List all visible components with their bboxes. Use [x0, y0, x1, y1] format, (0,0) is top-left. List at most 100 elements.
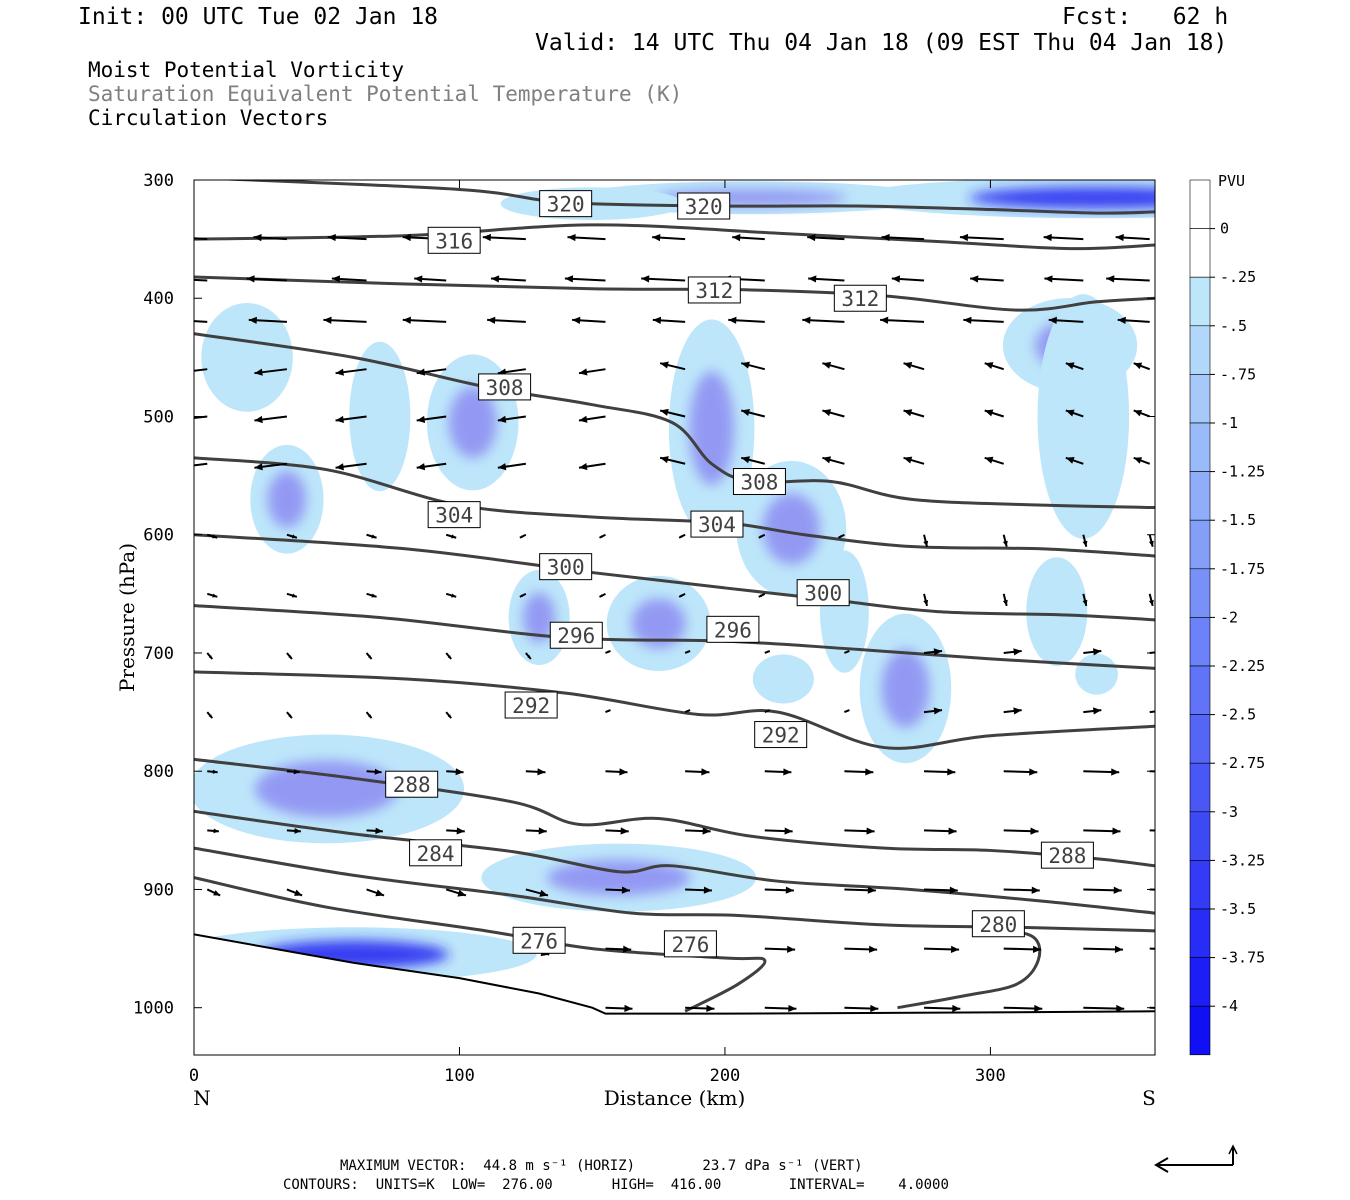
vector-head	[1065, 456, 1075, 464]
vector-head	[416, 463, 426, 471]
contour-label: 280	[979, 913, 1017, 937]
vector-head	[248, 316, 257, 324]
vector-head	[950, 945, 960, 953]
contour-316	[194, 223, 1155, 251]
vector-head	[758, 535, 763, 538]
init-time: Init: 00 UTC Tue 02 Jan 18	[78, 4, 439, 30]
vector-head	[208, 714, 213, 719]
vector-head	[212, 534, 218, 539]
field-title-thetae: Saturation Equivalent Potential Temperat…	[88, 82, 683, 106]
colorbar-swatch	[1189, 276, 1211, 327]
vector-head	[822, 409, 832, 417]
vector-head	[865, 768, 874, 776]
colorbar-label: -3	[1220, 803, 1238, 821]
vector-head	[537, 768, 546, 776]
contour-label: 296	[557, 624, 595, 648]
vector-head	[846, 709, 850, 713]
vector-head	[1106, 275, 1115, 283]
vector-head	[903, 456, 913, 464]
vector-head	[567, 233, 576, 242]
vector-head	[1116, 1004, 1125, 1013]
vector-arrow	[194, 462, 208, 467]
vector-head	[1092, 707, 1102, 715]
vector-head	[870, 1004, 879, 1013]
vector-head	[1159, 707, 1167, 714]
contour-280	[897, 925, 1042, 1010]
vector-head	[808, 275, 817, 283]
colorbar-label: -2.5	[1220, 706, 1256, 724]
colorbar-swatch	[1189, 860, 1211, 910]
vector-head	[213, 890, 221, 896]
colorbar-label: -1	[1220, 414, 1238, 432]
vector-head	[741, 361, 750, 369]
vector-head	[785, 886, 794, 894]
colorbar-swatch	[1189, 228, 1211, 278]
contour-308	[194, 332, 1155, 510]
vector-head	[822, 456, 832, 464]
vector-arrow	[1149, 829, 1155, 832]
vector-head	[741, 456, 750, 464]
vector-head	[970, 275, 979, 283]
contour-label: 312	[695, 279, 733, 303]
vector-head	[538, 827, 547, 835]
vector-head	[1030, 827, 1039, 835]
vector-head	[948, 827, 957, 835]
colorbar-label: -3.25	[1220, 851, 1265, 869]
field-title-vectors: Circulation Vectors	[88, 106, 329, 130]
contour-label: 276	[671, 933, 709, 957]
vector-head	[984, 456, 994, 464]
vector-head	[949, 886, 958, 894]
contour-label: 292	[512, 694, 550, 718]
vector-head	[783, 768, 792, 776]
vector-head	[375, 889, 385, 897]
contour-label: 304	[698, 513, 736, 537]
contour-label-box	[512, 926, 566, 954]
vector-head	[838, 535, 842, 538]
vector-head	[1092, 648, 1102, 656]
contour-320	[214, 180, 1155, 215]
colorbar-swatch	[1189, 714, 1211, 764]
contour-label-box	[687, 276, 741, 304]
vector-head	[497, 463, 507, 471]
vector-head	[331, 275, 341, 283]
vector-head	[787, 945, 796, 953]
contour-label: 304	[435, 504, 473, 528]
colorbar-swatch	[1189, 325, 1211, 375]
vector-head	[288, 655, 292, 659]
contour-label-box	[504, 691, 558, 719]
vector-head	[1002, 599, 1008, 606]
colorbar-swatch	[1189, 762, 1211, 813]
vector-head	[620, 827, 629, 835]
colorbar-swatch	[1189, 374, 1211, 424]
vector-head	[212, 593, 218, 598]
reference-vector-icon	[1154, 1144, 1238, 1173]
vector-head	[1013, 707, 1022, 715]
x-axis-label: Distance (km)	[604, 1086, 746, 1110]
vector-head	[254, 415, 263, 424]
vector-head	[1148, 540, 1154, 547]
vector-head	[1013, 648, 1022, 656]
vector-arrow	[194, 320, 208, 323]
vector-head	[599, 594, 603, 597]
vector-head	[291, 534, 297, 539]
vector-head	[416, 368, 426, 376]
vector-head	[641, 275, 650, 283]
vector-head	[868, 945, 878, 953]
vector-arrow	[1149, 1006, 1155, 1009]
vector-head	[578, 415, 588, 423]
contour-label-box	[754, 721, 808, 749]
colorbar-label: -1.5	[1220, 511, 1256, 529]
colorbar-swatch	[1189, 908, 1211, 958]
vector-head	[607, 709, 611, 713]
vector-arrow	[1149, 710, 1155, 714]
plot-frame	[193, 179, 1156, 1056]
contour-label-box	[796, 579, 850, 607]
vector-head	[1082, 540, 1088, 547]
vector-head	[984, 362, 994, 370]
vector-head	[578, 368, 588, 376]
colorbar-swatch	[1189, 471, 1211, 521]
vector-head	[1113, 886, 1122, 894]
contour-284	[194, 809, 1155, 915]
contour-label-box	[539, 553, 593, 581]
vector-head	[1133, 362, 1143, 370]
